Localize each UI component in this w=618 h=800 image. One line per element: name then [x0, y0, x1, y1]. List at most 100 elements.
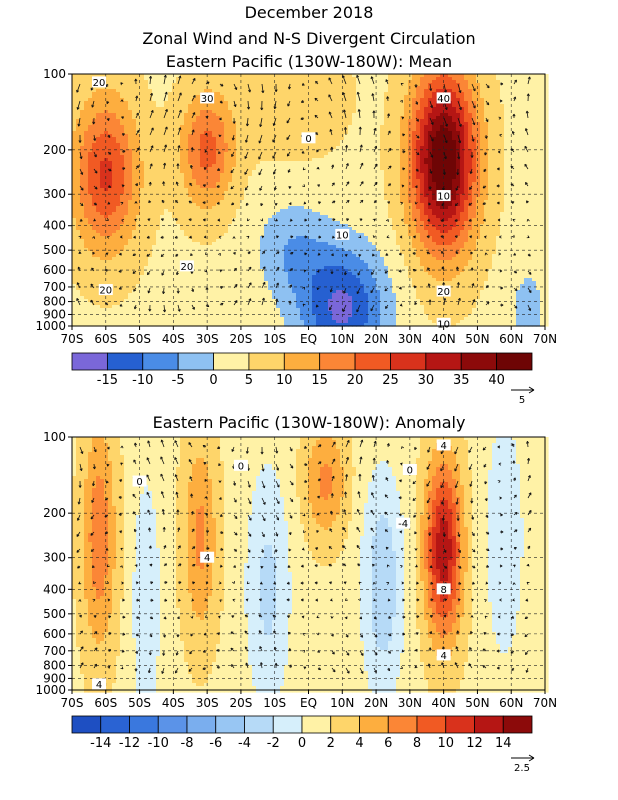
mean-panel-title: Eastern Pacific (130W-180W): Mean — [166, 52, 452, 71]
mean-x-tick-label: 50S — [128, 332, 151, 346]
contour-label: 10 — [437, 192, 450, 203]
anomaly-y-tick-label: 500 — [43, 607, 66, 621]
colorbar-swatch — [359, 715, 389, 734]
colorbar-swatch — [301, 715, 332, 734]
anomaly-x-tick-label: 70N — [533, 696, 557, 710]
colorbar-swatch — [129, 715, 159, 734]
anomaly-panel-title: Eastern Pacific (130W-180W): Anomaly — [153, 413, 466, 432]
colorbar-label: -4 — [238, 736, 251, 751]
contour-label: 40 — [437, 94, 450, 105]
anomaly-y-tick-label: 900 — [43, 671, 66, 685]
contour-label-bg — [436, 317, 451, 329]
anomaly-y-tick-label: 100 — [43, 430, 66, 444]
mean-x-tick-label: 70S — [61, 332, 84, 346]
anomaly-y-tick-label: 400 — [43, 582, 66, 596]
anomaly-x-tick-label: 20N — [364, 696, 388, 710]
contour-label: 10 — [336, 230, 349, 241]
colorbar-label: 5 — [245, 373, 253, 388]
mean-x-tick-label: 60N — [499, 332, 523, 346]
colorbar-swatch — [157, 715, 188, 734]
anomaly-x-tick-label: 40N — [432, 696, 456, 710]
contour-label: -4 — [398, 519, 408, 530]
mean-x-tick-label: 30S — [196, 332, 219, 346]
anomaly-x-tick-label: 60N — [499, 696, 523, 710]
contour-label-bg — [301, 132, 316, 144]
colorbar-swatch — [319, 352, 356, 371]
colorbar-label: 15 — [311, 373, 328, 388]
mean-y-tick-label: 1000 — [35, 319, 66, 333]
mean-y-tick-label: 800 — [43, 295, 66, 309]
colorbar-swatch — [272, 715, 303, 734]
mean-x-tick-label: 20S — [229, 332, 252, 346]
colorbar-label: -8 — [181, 736, 194, 751]
contour-label-bg — [200, 551, 215, 563]
anomaly-reference-vector-label: 2.5 — [514, 763, 530, 774]
colorbar-swatch — [142, 352, 179, 371]
colorbar-label: 40 — [488, 373, 505, 388]
mean-y-tick-label: 500 — [43, 243, 66, 257]
mean-wind-vectors — [76, 74, 532, 313]
figure-title: December 2018 — [245, 3, 374, 22]
colorbar-label: 14 — [495, 736, 512, 751]
colorbar-swatch — [244, 715, 274, 734]
contour-label-bg — [132, 475, 147, 487]
mean-x-tick-label: 60S — [94, 332, 117, 346]
contour-label: 4 — [440, 441, 446, 452]
colorbar-swatch — [106, 352, 144, 371]
colorbar-swatch — [177, 352, 214, 371]
mean-x-tick-label: 10N — [330, 332, 354, 346]
colorbar-label: 12 — [466, 736, 483, 751]
colorbar-label: 30 — [418, 373, 435, 388]
anomaly-field — [72, 437, 549, 693]
colorbar-swatch — [215, 715, 245, 734]
anomaly-x-tick-label: 10N — [330, 696, 354, 710]
colorbar-label: -6 — [209, 736, 222, 751]
mean-y-tick-label: 700 — [43, 280, 66, 294]
contour-label-bg — [92, 678, 107, 690]
colorbar-label: 10 — [437, 736, 454, 751]
colorbar-label: 0 — [298, 736, 306, 751]
mean-x-tick-label: 10S — [263, 332, 286, 346]
anomaly-x-tick-label: EQ — [300, 696, 317, 710]
colorbar-swatch — [387, 715, 418, 734]
colorbar-swatch — [100, 715, 130, 734]
mean-x-tick-label: 40N — [432, 332, 456, 346]
anomaly-colorbar: -14 -12 -10 -8 -6 -4 -2 0 2 4 6 8 10 12 14 — [71, 715, 533, 751]
contour-label-bg — [436, 649, 451, 661]
contour-label: 4 — [440, 651, 446, 662]
mean-reference-vector-label: 5 — [519, 395, 525, 406]
colorbar-swatch — [354, 352, 391, 371]
mean-x-tick-label: 70N — [533, 332, 557, 346]
colorbar-swatch — [416, 715, 447, 734]
colorbar-swatch — [460, 352, 498, 371]
mean-y-tick-label: 300 — [43, 187, 66, 201]
colorbar-swatch — [474, 715, 504, 734]
contour-label-bg — [98, 284, 113, 296]
mean-field — [72, 74, 549, 327]
anomaly-wind-vectors — [76, 439, 532, 674]
colorbar-label: -15 — [97, 373, 118, 388]
anomaly-y-tick-label: 1000 — [35, 683, 66, 697]
anomaly-x-tick-label: 30S — [196, 696, 219, 710]
contour-label-bg — [200, 92, 215, 104]
anomaly-y-tick-label: 300 — [43, 551, 66, 565]
contour-label-bg — [436, 583, 451, 595]
colorbar-label: -10 — [132, 373, 153, 388]
colorbar-label: 10 — [276, 373, 293, 388]
colorbar-swatch — [390, 352, 427, 371]
mean-x-tick-label: 50N — [465, 332, 489, 346]
contour-label: 4 — [204, 553, 210, 564]
contour-label-bg — [436, 190, 451, 202]
contour-label-bg — [396, 517, 411, 529]
colorbar-swatch — [71, 352, 108, 371]
contour-label-bg — [436, 439, 451, 451]
anomaly-x-tick-label: 40S — [162, 696, 185, 710]
colorbar-label: 2 — [327, 736, 335, 751]
anomaly-x-tick-label: 50S — [128, 696, 151, 710]
contour-label: 20 — [99, 286, 112, 297]
colorbar-swatch — [502, 715, 533, 734]
colorbar-swatch — [283, 352, 321, 371]
